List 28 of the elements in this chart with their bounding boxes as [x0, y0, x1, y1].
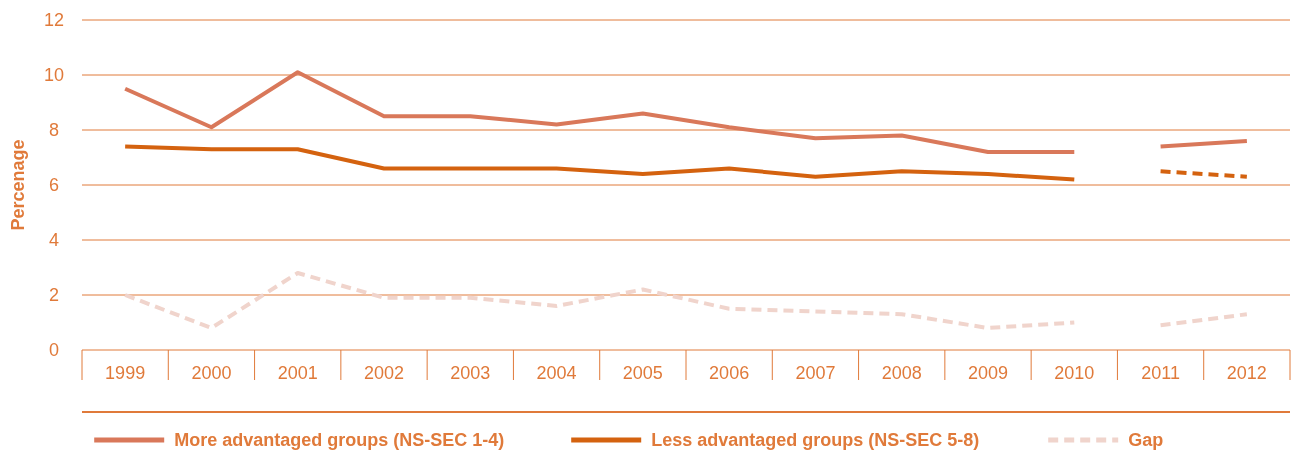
x-tick-label: 2002 — [363, 363, 405, 383]
line-series — [123, 70, 1077, 154]
x-tick-label: 2007 — [795, 363, 836, 383]
x-tick-label: 2000 — [191, 363, 232, 383]
y-axis-title: Percenage — [8, 139, 28, 231]
x-tick-label: 2006 — [709, 363, 750, 383]
line-series — [123, 144, 1077, 182]
x-tick-label: 2001 — [277, 363, 318, 383]
x-tick-label: 2004 — [536, 363, 577, 383]
x-tick-label: 2011 — [1141, 363, 1180, 383]
y-tick-label: 0 — [48, 340, 60, 361]
y-tick-label: 10 — [43, 65, 65, 86]
legend-label: Gap — [1128, 430, 1164, 450]
legend-label: Less advantaged groups (NS-SEC 5-8) — [651, 430, 980, 450]
x-tick-label: 2003 — [450, 363, 491, 383]
legend-label: More advantaged groups (NS-SEC 1-4) — [174, 430, 505, 450]
x-tick-label: 2005 — [622, 363, 663, 383]
x-tick-label: 2012 — [1226, 363, 1267, 383]
x-tick-label: 2009 — [967, 363, 1009, 383]
y-tick-label: 12 — [43, 10, 65, 31]
line-series — [123, 271, 1077, 330]
x-tick-label: 2010 — [1054, 363, 1095, 383]
x-tick-label: 1999 — [105, 363, 146, 383]
x-tick-label: 2008 — [881, 363, 922, 383]
y-tick-label: 2 — [48, 285, 60, 306]
y-tick-label: 6 — [48, 175, 60, 196]
y-tick-label: 8 — [48, 120, 60, 141]
y-tick-label: 4 — [48, 230, 60, 251]
